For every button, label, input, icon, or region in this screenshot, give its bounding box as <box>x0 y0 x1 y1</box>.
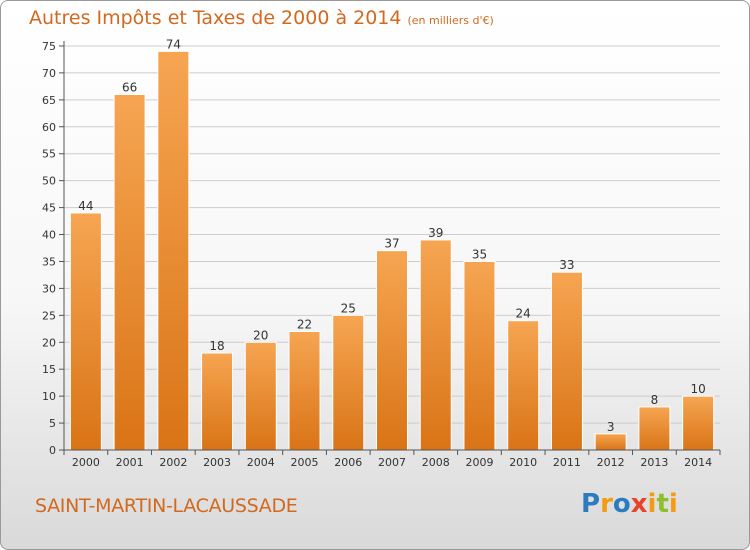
x-tick-label: 2010 <box>509 456 537 469</box>
y-tick-label: 70 <box>42 67 56 80</box>
y-tick-label: 75 <box>42 40 56 53</box>
x-tick-label: 2014 <box>684 456 712 469</box>
data-label: 33 <box>559 258 574 272</box>
data-label: 39 <box>428 226 443 240</box>
y-tick-label: 45 <box>42 202 56 215</box>
y-tick-label: 5 <box>49 417 56 430</box>
logo-letter: o <box>612 489 631 519</box>
x-tick-label: 2006 <box>334 456 362 469</box>
bar-2001[interactable] <box>113 93 146 451</box>
x-tick-label: 2008 <box>422 456 450 469</box>
bar-2014[interactable] <box>682 395 715 451</box>
y-tick-label: 0 <box>49 444 56 457</box>
commune-name: SAINT-MARTIN-LACAUSSADE <box>35 495 298 517</box>
logo-letter: x <box>630 489 648 519</box>
bar-2011[interactable] <box>550 271 583 451</box>
x-tick-label: 2012 <box>597 456 625 469</box>
y-tick-label: 40 <box>42 229 56 242</box>
x-tick-label: 2011 <box>553 456 581 469</box>
chart-title-text: Autres Impôts et Taxes de 2000 à 2014 <box>29 7 402 29</box>
logo-letter: t <box>656 489 669 519</box>
bar-2009[interactable] <box>463 260 496 451</box>
chart-title: Autres Impôts et Taxes de 2000 à 2014 (en… <box>29 7 494 29</box>
logo-letter: P <box>581 489 601 519</box>
bar-2006[interactable] <box>332 314 365 451</box>
y-tick-label: 30 <box>42 282 56 295</box>
logo-letter: i <box>668 489 678 519</box>
y-tick-label: 35 <box>42 255 56 268</box>
data-label: 3 <box>607 420 615 434</box>
data-label: 10 <box>690 382 705 396</box>
logo-letter: r <box>600 489 613 519</box>
x-tick-label: 2005 <box>291 456 319 469</box>
x-tick-label: 2000 <box>72 456 100 469</box>
y-tick-label: 50 <box>42 175 56 188</box>
x-tick-label: 2003 <box>203 456 231 469</box>
x-tick-label: 2007 <box>378 456 406 469</box>
data-label: 22 <box>297 317 312 331</box>
bar-2010[interactable] <box>507 320 540 451</box>
y-tick-label: 20 <box>42 336 56 349</box>
data-label: 25 <box>341 301 356 315</box>
data-label: 8 <box>651 393 659 407</box>
bar-2003[interactable] <box>201 352 234 451</box>
x-tick-label: 2002 <box>159 456 187 469</box>
bar-2012[interactable] <box>594 433 627 451</box>
bar-2004[interactable] <box>244 341 277 451</box>
data-label: 66 <box>122 80 137 94</box>
bar-2000[interactable] <box>69 212 102 451</box>
data-label: 24 <box>516 307 531 321</box>
bar-2002[interactable] <box>157 50 190 451</box>
data-label: 44 <box>78 199 93 213</box>
axis-layer: 0 5 10 15 20 25 30 35 40 45 50 55 60 65 70 75 2000 2001 20… <box>42 40 721 469</box>
y-tick-label: 10 <box>42 390 56 403</box>
proxiti-logo[interactable]: Proxiti <box>581 489 678 519</box>
chart-unit: (en milliers d'€) <box>407 14 494 27</box>
y-tick-label: 25 <box>42 309 56 322</box>
y-tick-label: 65 <box>42 94 56 107</box>
logo-letter: i <box>647 489 657 519</box>
x-tick-label: 2004 <box>247 456 275 469</box>
bar-2005[interactable] <box>288 330 321 451</box>
y-tick-label: 15 <box>42 363 56 376</box>
data-label: 74 <box>166 37 181 51</box>
data-label: 37 <box>384 237 399 251</box>
data-label: 18 <box>209 339 224 353</box>
data-label: 35 <box>472 247 487 261</box>
x-tick-label: 2001 <box>116 456 144 469</box>
x-tick-label: 2013 <box>640 456 668 469</box>
bar-2008[interactable] <box>419 239 452 451</box>
y-tick-label: 55 <box>42 148 56 161</box>
y-tick-label: 60 <box>42 121 56 134</box>
bar-2007[interactable] <box>376 250 408 451</box>
data-label: 20 <box>253 328 268 342</box>
x-tick-label: 2009 <box>465 456 493 469</box>
bar-2013[interactable] <box>638 406 671 451</box>
